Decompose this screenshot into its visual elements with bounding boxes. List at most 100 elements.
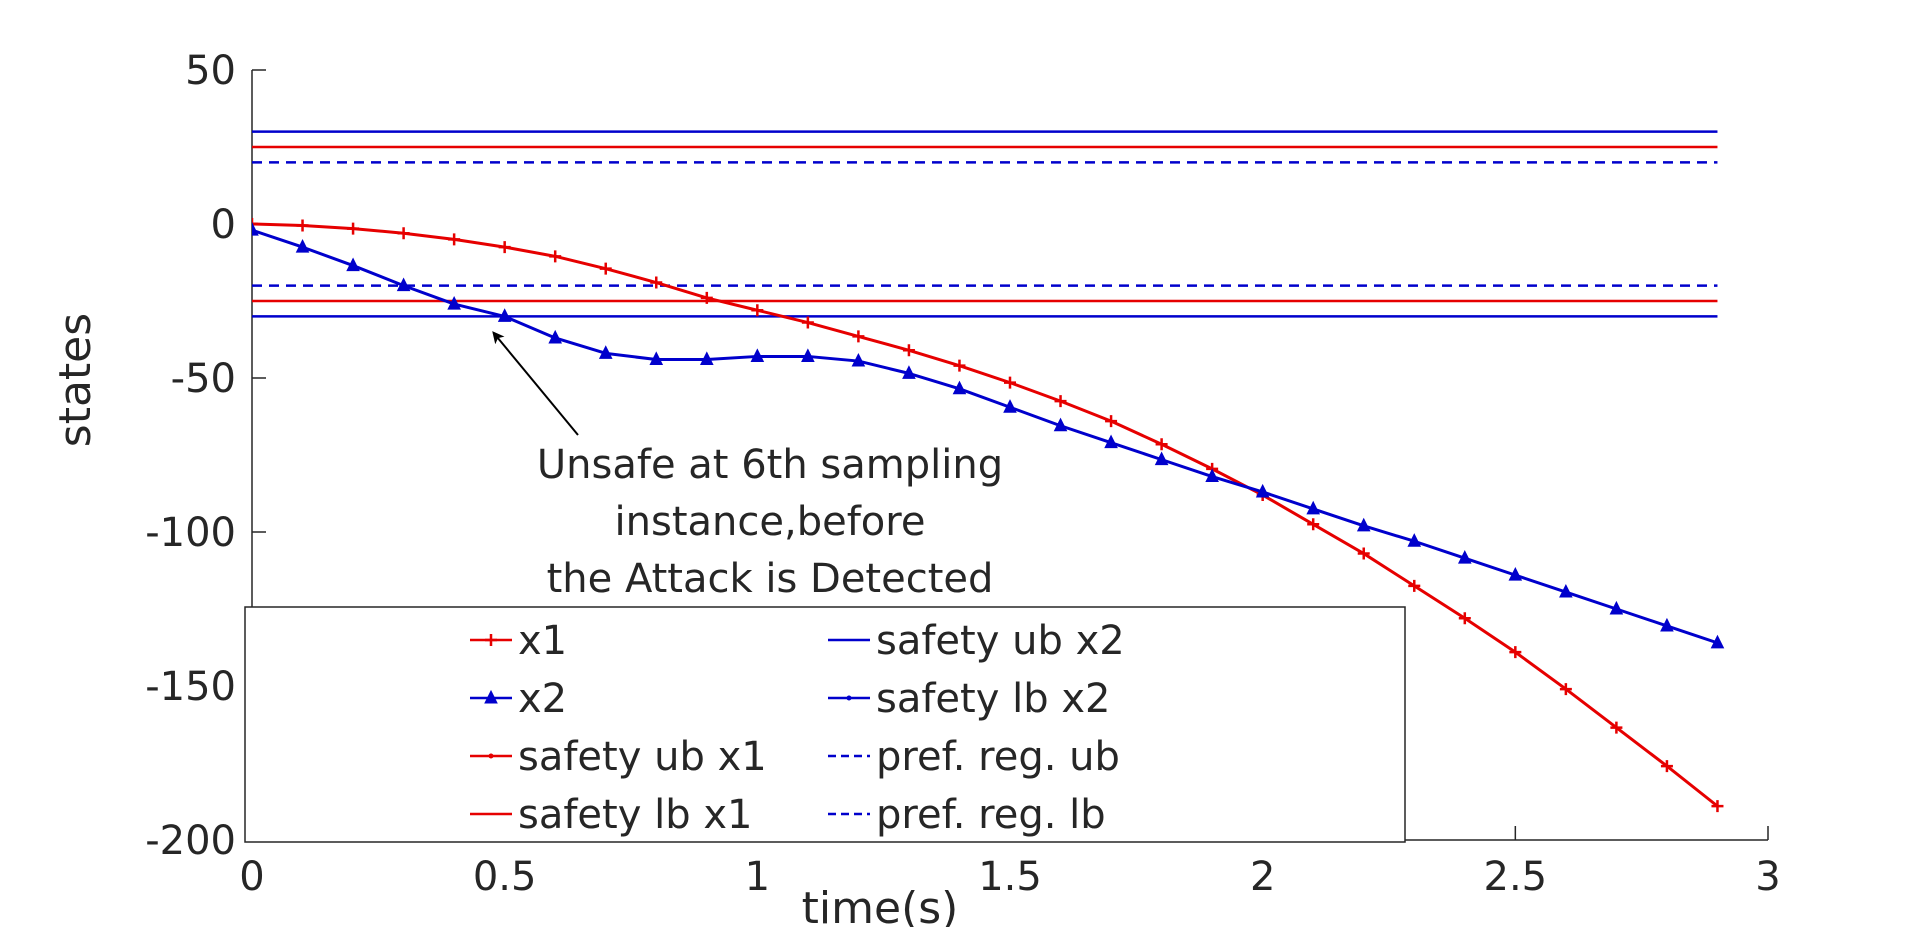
data-point bbox=[649, 351, 664, 366]
axes: 0 0.5 1 1.5 2 2.5 3 50 0 -50 -100 -150 -200 bbox=[145, 48, 1781, 900]
x-tick-label: 2.5 bbox=[1484, 854, 1548, 900]
y-tick-label: -100 bbox=[145, 510, 236, 556]
series-line bbox=[252, 228, 1718, 645]
x-tick-label: 2 bbox=[1250, 854, 1275, 900]
data-point bbox=[1710, 634, 1725, 649]
y-axis-label: states bbox=[50, 313, 101, 447]
data-point bbox=[1559, 583, 1573, 598]
data-point bbox=[1356, 517, 1371, 532]
legend-item: pref. reg. lb bbox=[828, 792, 1106, 838]
data-point bbox=[902, 344, 915, 357]
data-point bbox=[650, 276, 663, 289]
data-point bbox=[1610, 721, 1623, 734]
data-point bbox=[397, 227, 410, 240]
data-point bbox=[1660, 760, 1673, 773]
annotation-text-line: the Attack is Detected bbox=[547, 556, 994, 602]
data-point bbox=[498, 241, 511, 254]
legend-item: x1 bbox=[470, 618, 567, 664]
data-point bbox=[1559, 683, 1572, 696]
data-point bbox=[1255, 483, 1270, 498]
data-point bbox=[447, 295, 461, 310]
x-tick-label: 1 bbox=[745, 854, 770, 900]
data-point bbox=[448, 233, 461, 246]
data-point bbox=[485, 634, 497, 646]
marker-dot bbox=[846, 695, 852, 701]
x-tick-label: 0 bbox=[239, 854, 264, 900]
legend-label: safety ub x2 bbox=[876, 618, 1125, 664]
y-tick-label: 0 bbox=[211, 202, 236, 248]
data-point bbox=[1357, 547, 1370, 560]
data-point bbox=[1154, 451, 1169, 466]
legend-label: x1 bbox=[518, 618, 567, 664]
data-point bbox=[1003, 399, 1017, 413]
data-point bbox=[549, 250, 562, 263]
x-axis-label: time(s) bbox=[802, 883, 959, 927]
data-point bbox=[1307, 518, 1320, 531]
legend-item: safety ub x1 bbox=[470, 734, 767, 780]
legend-item: pref. reg. ub bbox=[828, 734, 1120, 780]
legend-label: safety lb x1 bbox=[518, 792, 752, 838]
data-point bbox=[952, 380, 967, 395]
data-point bbox=[851, 352, 866, 367]
legend: x1 x2 safety ub x1 safety lb x1 safety ub x2… bbox=[244, 606, 1406, 843]
data-point bbox=[1407, 533, 1422, 547]
data-point bbox=[497, 308, 512, 322]
annotation-text-line: Unsafe at 6th sampling bbox=[537, 442, 1003, 488]
legend-label: safety ub x1 bbox=[518, 734, 767, 780]
data-point bbox=[346, 257, 360, 272]
data-point bbox=[252, 218, 258, 230]
data-series bbox=[252, 218, 1725, 813]
annotation-text-line: instance,before bbox=[615, 499, 926, 545]
annotation-arrow bbox=[492, 331, 579, 436]
data-point bbox=[1105, 415, 1118, 428]
data-point bbox=[902, 365, 916, 379]
data-point bbox=[700, 291, 713, 304]
data-point bbox=[548, 329, 563, 344]
data-point bbox=[801, 316, 814, 329]
legend-label: x2 bbox=[518, 676, 567, 722]
y-tick-label: -150 bbox=[145, 664, 236, 710]
y-tick-label: -200 bbox=[145, 818, 236, 864]
data-point bbox=[1408, 579, 1421, 592]
x-tick-label: 1.5 bbox=[978, 854, 1042, 900]
legend-item: safety lb x1 bbox=[470, 792, 752, 838]
data-point bbox=[599, 262, 612, 275]
data-point bbox=[252, 222, 259, 236]
legend-item: safety ub x2 bbox=[828, 618, 1125, 664]
data-point bbox=[801, 348, 815, 362]
legend-label: pref. reg. ub bbox=[876, 734, 1120, 780]
data-point bbox=[1509, 646, 1522, 659]
data-point bbox=[1609, 600, 1624, 615]
data-point bbox=[296, 219, 309, 232]
data-point bbox=[1508, 567, 1523, 581]
data-point bbox=[598, 345, 613, 359]
data-point bbox=[1104, 434, 1118, 449]
legend-item: safety lb x2 bbox=[828, 676, 1110, 722]
data-point bbox=[751, 304, 764, 317]
series-line bbox=[252, 222, 1719, 808]
data-point bbox=[1004, 376, 1016, 389]
reference-lines bbox=[252, 130, 1718, 318]
data-point bbox=[396, 277, 411, 292]
legend-box bbox=[244, 606, 1406, 843]
data-point bbox=[1711, 800, 1724, 813]
data-point bbox=[1053, 417, 1068, 432]
data-point bbox=[699, 351, 714, 366]
data-point bbox=[1205, 468, 1219, 483]
x-tick-label: 3 bbox=[1755, 854, 1780, 900]
data-point bbox=[1458, 612, 1471, 625]
series-x1 bbox=[252, 218, 1724, 813]
series-x2 bbox=[252, 222, 1725, 649]
data-point bbox=[852, 330, 865, 343]
data-point bbox=[953, 359, 966, 372]
legend-label: safety lb x2 bbox=[876, 676, 1110, 722]
marker-dot bbox=[488, 753, 494, 759]
x-tick-label: 0.5 bbox=[473, 854, 537, 900]
data-point bbox=[1054, 395, 1067, 408]
data-point bbox=[295, 238, 310, 253]
data-point bbox=[484, 689, 498, 704]
data-point bbox=[1457, 550, 1472, 564]
data-point bbox=[750, 348, 765, 362]
legend-label: pref. reg. lb bbox=[876, 792, 1106, 838]
